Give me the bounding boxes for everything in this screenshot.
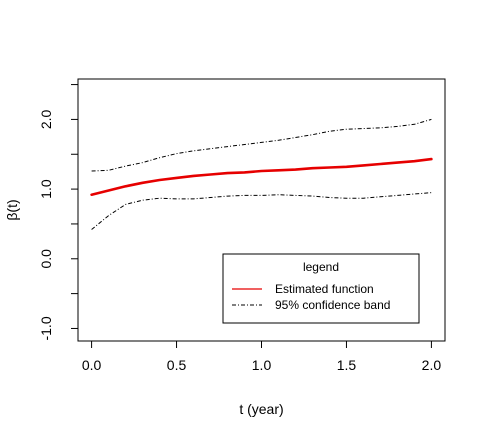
y-tick-label: 2.0	[38, 109, 54, 129]
confidence-band-lower-line	[91, 192, 432, 230]
legend: legend Estimated function 95% confidence…	[222, 253, 420, 324]
estimated-function-line	[90, 157, 433, 196]
y-tick-label: 0.0	[38, 249, 54, 269]
x-axis-title: t (year)	[239, 401, 283, 417]
y-tick-label: -1.0	[38, 316, 54, 340]
y-axis-title: β(t)	[4, 199, 20, 220]
x-tick-label: 1.5	[337, 357, 357, 373]
x-tick-label: 0.0	[82, 357, 102, 373]
legend-title: legend	[303, 260, 339, 274]
y-axis: -1.0 0.0 1.0 2.0	[38, 84, 79, 341]
legend-label-estimated: Estimated function	[275, 282, 374, 296]
confidence-band-upper-line	[91, 118, 432, 172]
x-tick-label: 0.5	[167, 357, 187, 373]
y-tick-label: 1.0	[38, 179, 54, 199]
x-tick-label: 1.0	[252, 357, 272, 373]
x-tick-label: 2.0	[422, 357, 442, 373]
series-layer	[90, 118, 433, 230]
legend-label-confidence: 95% confidence band	[275, 298, 390, 312]
x-axis: 0.0 0.5 1.0 1.5 2.0	[82, 340, 442, 373]
